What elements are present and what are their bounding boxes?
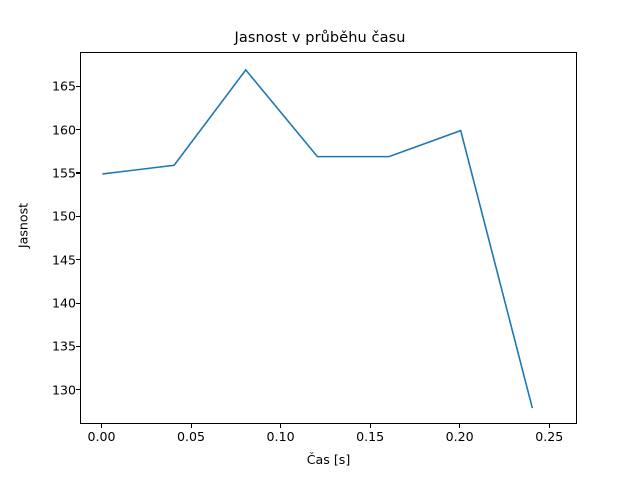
- y-tick-label: 145: [51, 252, 76, 268]
- y-tick-mark: [76, 389, 80, 391]
- x-tick-mark: [369, 424, 371, 428]
- y-axis-label: Jasnost: [15, 202, 31, 249]
- x-tick-label: 0.15: [356, 429, 385, 444]
- x-tick-mark: [190, 424, 192, 428]
- y-tick-label: 155: [51, 165, 76, 181]
- x-tick-label: 0.00: [87, 429, 116, 444]
- x-tick-label: 0.20: [445, 429, 474, 444]
- y-tick-label: 165: [51, 78, 76, 94]
- y-tick-label: 150: [51, 208, 76, 224]
- plot-area: [80, 52, 577, 424]
- y-tick-label: 140: [51, 295, 76, 311]
- y-tick-mark: [76, 215, 80, 217]
- x-tick-mark: [548, 424, 550, 428]
- y-axis-tick-labels: 130 135 140 145 150 155 160 165: [8, 0, 76, 480]
- x-axis-label: Čas [s]: [306, 452, 351, 467]
- line-series-svg: [102, 68, 534, 409]
- x-tick-mark: [100, 424, 103, 428]
- y-tick-label: 160: [51, 122, 76, 138]
- chart-title: Jasnost v průběhu času: [234, 30, 406, 46]
- y-tick-mark: [76, 129, 80, 131]
- y-tick-mark: [76, 345, 80, 347]
- y-tick-mark: [76, 302, 80, 304]
- y-tick-mark: [76, 259, 80, 261]
- x-tick-label: 0.10: [266, 429, 295, 444]
- data-line-jasnost: [102, 68, 534, 409]
- x-tick-label: 0.05: [177, 429, 206, 444]
- x-tick-mark: [459, 424, 461, 428]
- x-tick-label: 0.25: [535, 429, 564, 444]
- y-tick-mark: [76, 172, 80, 174]
- y-tick-mark: [76, 85, 80, 87]
- y-tick-label: 130: [51, 382, 76, 398]
- x-tick-mark: [280, 424, 282, 428]
- y-tick-label: 135: [51, 338, 76, 354]
